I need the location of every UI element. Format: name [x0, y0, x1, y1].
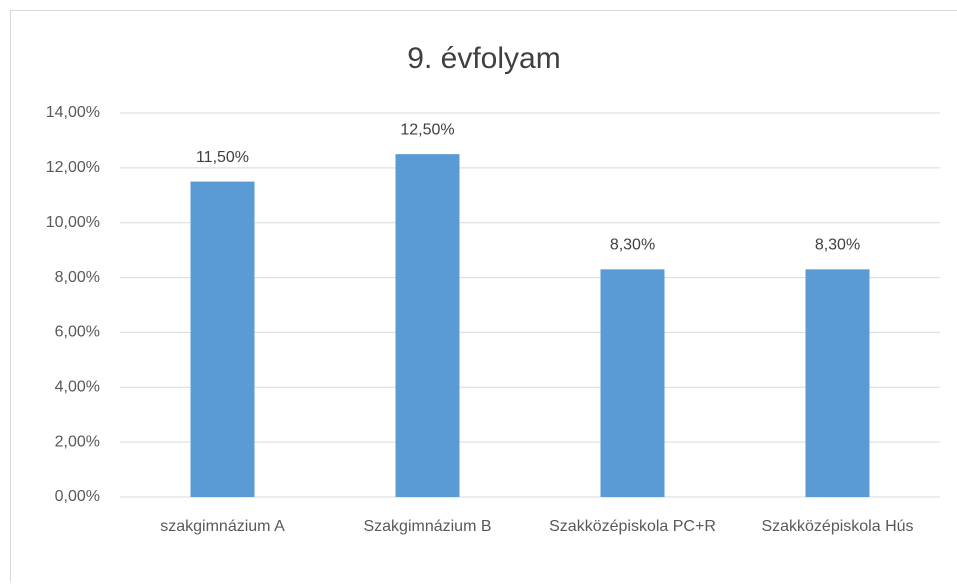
y-tick-label: 8,00% — [55, 269, 100, 286]
value-label: 8,30% — [815, 237, 860, 254]
x-tick-label: szakgimnázium A — [160, 518, 285, 535]
y-tick-label: 10,00% — [46, 214, 100, 231]
bar — [396, 154, 460, 497]
value-label: 12,50% — [400, 121, 454, 138]
y-tick-label: 2,00% — [55, 433, 100, 450]
y-tick-label: 0,00% — [55, 488, 100, 505]
bar — [191, 182, 255, 497]
y-tick-label: 6,00% — [55, 324, 100, 341]
x-tick-label: Szakközépiskola Hús — [761, 518, 913, 535]
bar — [806, 269, 870, 497]
value-label: 8,30% — [610, 237, 655, 254]
y-tick-label: 14,00% — [46, 104, 100, 121]
x-tick-label: Szakgimnázium B — [363, 518, 491, 535]
bar — [601, 269, 665, 497]
value-label: 11,50% — [196, 149, 249, 166]
chart-title: 9. évfolyam — [407, 42, 560, 75]
y-tick-label: 4,00% — [55, 379, 100, 396]
y-tick-label: 12,00% — [46, 159, 100, 176]
x-tick-label: Szakközépiskola PC+R — [549, 518, 716, 535]
